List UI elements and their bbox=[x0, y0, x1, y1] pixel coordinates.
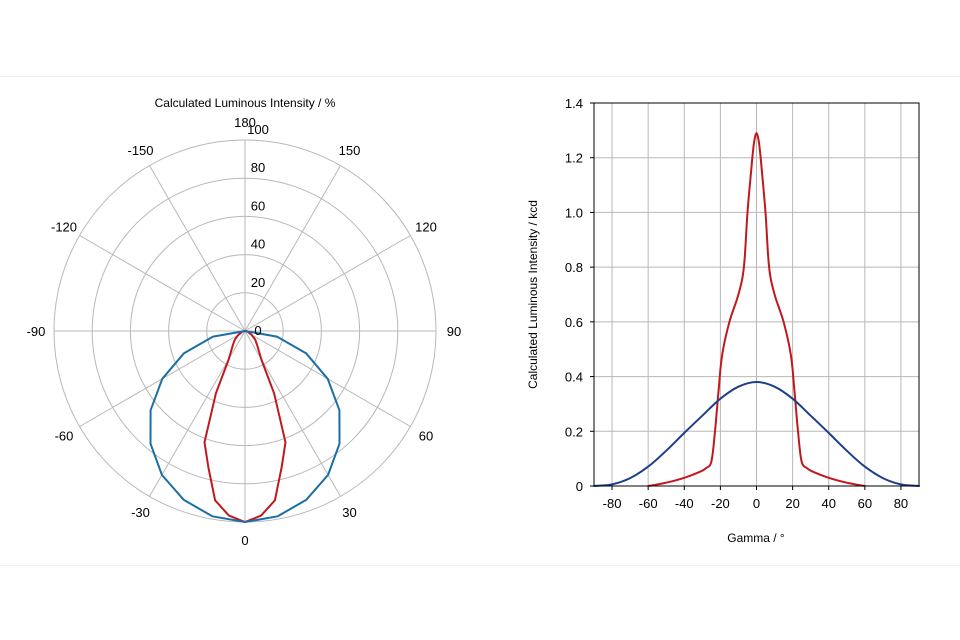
polar-series bbox=[149, 330, 341, 523]
cartesian-series-line-1 bbox=[647, 132, 866, 487]
cartesian-plot-frame bbox=[593, 102, 920, 487]
y-tick-labels: 0 0.2 0.4 0.6 0.8 1.0 1.2 1.4 bbox=[565, 96, 583, 494]
cartesian-grid bbox=[590, 102, 919, 490]
x-tick-label: 0 bbox=[753, 496, 760, 511]
polar-spoke bbox=[79, 235, 246, 332]
polar-angle-tick-label: 30 bbox=[342, 505, 356, 520]
x-tick-label: 20 bbox=[785, 496, 799, 511]
x-tick-label: -60 bbox=[639, 496, 658, 511]
polar-angle-tick-label: 0 bbox=[241, 533, 248, 548]
polar-spoke bbox=[244, 235, 411, 332]
y-tick-label: 0.2 bbox=[565, 424, 583, 439]
cartesian-series bbox=[593, 132, 920, 487]
polar-radial-tick-label: 20 bbox=[251, 275, 265, 290]
polar-radial-tick-labels: 0 20 40 60 80 100 bbox=[247, 122, 269, 338]
polar-angle-tick-label: 150 bbox=[339, 143, 361, 158]
polar-radial-tick-label: 0 bbox=[254, 323, 261, 338]
polar-series-line-2 bbox=[149, 330, 341, 523]
polar-spoke bbox=[244, 165, 341, 332]
polar-angle-tick-label: 120 bbox=[415, 220, 437, 235]
polar-radial-tick-label: 80 bbox=[251, 160, 265, 175]
y-tick-label: 0 bbox=[576, 479, 583, 494]
polar-angle-tick-label: -90 bbox=[27, 324, 46, 339]
polar-angle-tick-label: 90 bbox=[447, 324, 461, 339]
polar-angle-tick-label: 60 bbox=[419, 429, 433, 444]
y-tick-label: 0.4 bbox=[565, 370, 583, 385]
polar-chart-title: Calculated Luminous Intensity / % bbox=[155, 96, 336, 110]
polar-angle-tick-label: -120 bbox=[51, 220, 77, 235]
polar-chart: Calculated Luminous Intensity / % 0 20 40 6… bbox=[27, 96, 462, 548]
x-tick-label: 40 bbox=[821, 496, 835, 511]
x-tick-label: -80 bbox=[603, 496, 622, 511]
cartesian-series-line-2 bbox=[593, 381, 920, 487]
y-tick-label: 0.8 bbox=[565, 260, 583, 275]
polar-angle-tick-label: 180 bbox=[234, 115, 256, 130]
y-tick-label: 1.2 bbox=[565, 151, 583, 166]
x-tick-label: -20 bbox=[711, 496, 730, 511]
polar-angle-tick-labels: 180 150 120 90 60 30 0 -30 -60 -90 -120 -150 bbox=[27, 115, 462, 548]
x-tick-label: -40 bbox=[675, 496, 694, 511]
x-tick-label: 80 bbox=[894, 496, 908, 511]
x-axis-label: Gamma / ° bbox=[727, 531, 785, 545]
y-tick-label: 1.4 bbox=[565, 96, 583, 111]
polar-radial-tick-label: 60 bbox=[251, 198, 265, 213]
cartesian-chart: -80 -60 -40 -20 0 20 40 60 80 0 0.2 0.4 0.6 0.8 1.0 1.… bbox=[526, 96, 920, 545]
polar-radial-tick-label: 40 bbox=[251, 237, 265, 252]
polar-angle-tick-label: -150 bbox=[127, 143, 153, 158]
polar-angle-tick-label: -30 bbox=[131, 505, 150, 520]
x-tick-labels: -80 -60 -40 -20 0 20 40 60 80 bbox=[603, 496, 909, 511]
y-tick-label: 1.0 bbox=[565, 205, 583, 220]
x-tick-label: 60 bbox=[858, 496, 872, 511]
polar-spoke bbox=[149, 165, 246, 332]
polar-radial-tick-label: 100 bbox=[247, 122, 269, 137]
y-axis-label: Calculated Luminous Intensity / kcd bbox=[526, 200, 540, 389]
polar-angle-tick-label: -60 bbox=[55, 429, 74, 444]
y-tick-label: 0.6 bbox=[565, 315, 583, 330]
